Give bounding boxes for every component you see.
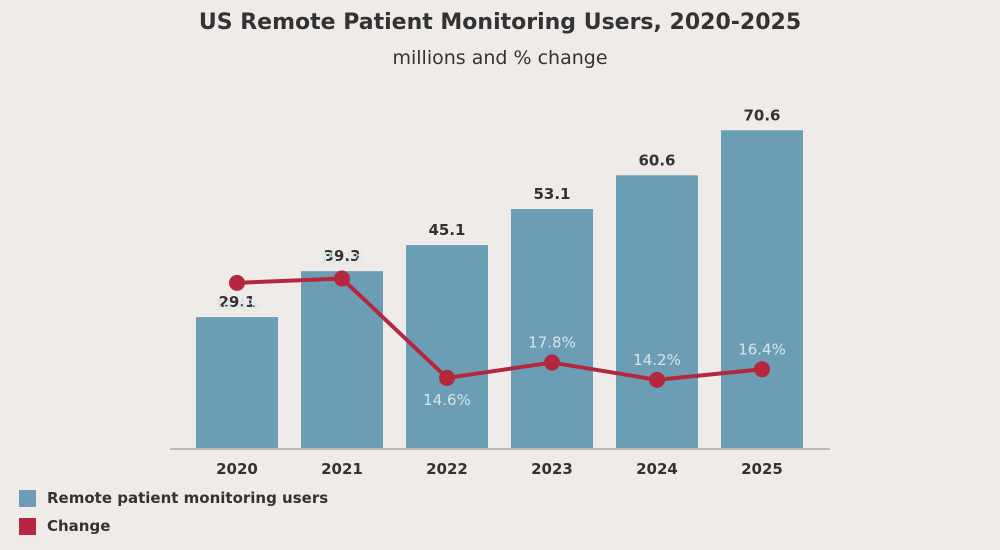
change-point-2024 <box>649 371 665 388</box>
change-label-2024: 14.2% <box>633 351 681 369</box>
legend-swatch-change <box>19 517 36 535</box>
change-label-2022: 14.6% <box>423 391 471 409</box>
x-tick-label-2024: 2024 <box>636 460 678 478</box>
x-tick-label-2020: 2020 <box>216 460 258 478</box>
bar-2022 <box>406 245 488 448</box>
bar-2023 <box>511 209 593 448</box>
change-point-2020 <box>229 274 245 291</box>
change-label-2025: 16.4% <box>738 340 786 358</box>
x-tick-label-2023: 2023 <box>531 460 573 478</box>
bar-2020 <box>196 317 278 448</box>
legend-label-users: Remote patient monitoring users <box>47 489 329 507</box>
change-label-2023: 17.8% <box>528 334 576 352</box>
bar-value-label-2024: 60.6 <box>638 151 675 169</box>
chart-title: US Remote Patient Monitoring Users, 2020… <box>198 10 802 35</box>
bar-value-label-2021: 39.3 <box>323 247 360 265</box>
change-point-2025 <box>754 361 770 378</box>
x-tick-label-2025: 2025 <box>741 460 783 478</box>
change-point-2023 <box>544 354 560 371</box>
bar-2021 <box>301 271 383 448</box>
x-tick-label-2022: 2022 <box>426 460 468 478</box>
legend-item-users: Remote patient monitoring users <box>19 488 328 508</box>
change-label-2021: 35.3% <box>318 250 366 268</box>
legend-swatch-users <box>19 489 36 507</box>
bar-value-label-2023: 53.1 <box>533 185 570 203</box>
legend-item-change: Change <box>19 516 328 536</box>
change-line <box>236 276 763 382</box>
bar-value-label-2022: 45.1 <box>428 221 465 239</box>
change-point-2022 <box>439 369 455 386</box>
legend: Remote patient monitoring users Change <box>19 488 328 544</box>
x-tick-label-2021: 2021 <box>321 460 363 478</box>
change-point-2021 <box>334 270 350 287</box>
bar-value-label-2025: 70.6 <box>743 106 780 124</box>
change-label-2020: 34.4% <box>213 296 261 314</box>
chart-subtitle: millions and % change <box>392 47 608 69</box>
bar-2024 <box>616 175 698 449</box>
bar-2025 <box>721 130 803 449</box>
bar-value-label-2020: 29.1 <box>218 293 255 311</box>
legend-label-change: Change <box>47 517 111 535</box>
